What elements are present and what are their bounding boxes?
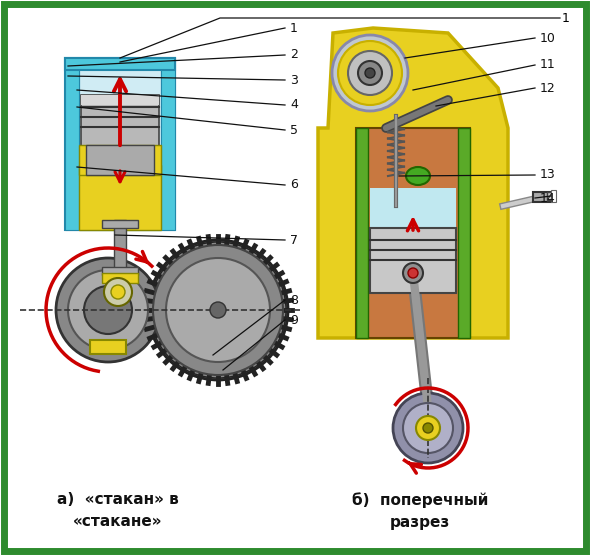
Circle shape [68,270,148,350]
Circle shape [423,423,433,433]
Text: 6: 6 [290,179,298,191]
Circle shape [365,68,375,78]
Bar [458,128,470,338]
Bar [90,340,126,354]
Bar [79,145,161,175]
Bar [102,273,138,283]
Circle shape [150,242,286,378]
Bar [356,128,470,338]
Circle shape [403,403,453,453]
Text: 11: 11 [540,58,556,72]
Text: «стакане»: «стакане» [73,514,163,529]
Bar [547,192,555,200]
Text: 13: 13 [540,169,556,181]
Circle shape [332,35,408,111]
Circle shape [84,286,132,334]
Text: а)  «стакан» в: а) «стакан» в [57,492,179,507]
Circle shape [56,258,160,362]
Bar [79,64,161,230]
Bar [65,58,79,230]
Text: 5: 5 [290,124,298,137]
Circle shape [210,302,226,318]
Text: 8: 8 [290,294,298,306]
Bar [114,220,126,275]
Text: 14: 14 [540,191,556,204]
Text: 1: 1 [290,22,298,34]
Text: 3: 3 [290,73,298,87]
Text: 1: 1 [562,12,570,24]
Circle shape [358,61,382,85]
Bar [356,128,368,338]
Bar [102,220,138,228]
Polygon shape [318,28,508,338]
Bar [65,58,175,70]
Circle shape [338,41,402,105]
Text: 2: 2 [290,48,298,62]
Text: 7: 7 [290,234,298,246]
Bar [533,192,551,202]
Bar [81,95,159,175]
Bar [551,190,556,202]
Bar [81,95,159,105]
Circle shape [153,245,283,375]
Circle shape [104,278,132,306]
Circle shape [393,393,463,463]
Text: 4: 4 [290,98,298,112]
Bar [161,58,175,230]
Bar [102,267,138,275]
Text: разрез: разрез [390,514,450,529]
Bar [370,188,456,228]
Bar [370,228,456,293]
Circle shape [403,263,423,283]
Ellipse shape [406,167,430,185]
Bar [86,145,154,175]
Circle shape [408,268,418,278]
Text: 10: 10 [540,32,556,44]
Text: б)  поперечный: б) поперечный [352,492,488,508]
Text: 9: 9 [290,314,298,326]
Circle shape [111,285,125,299]
Circle shape [148,240,288,380]
Circle shape [416,416,440,440]
Text: 12: 12 [540,82,556,94]
Circle shape [166,258,270,362]
Bar [79,165,161,230]
Circle shape [348,51,392,95]
Bar [65,58,175,230]
